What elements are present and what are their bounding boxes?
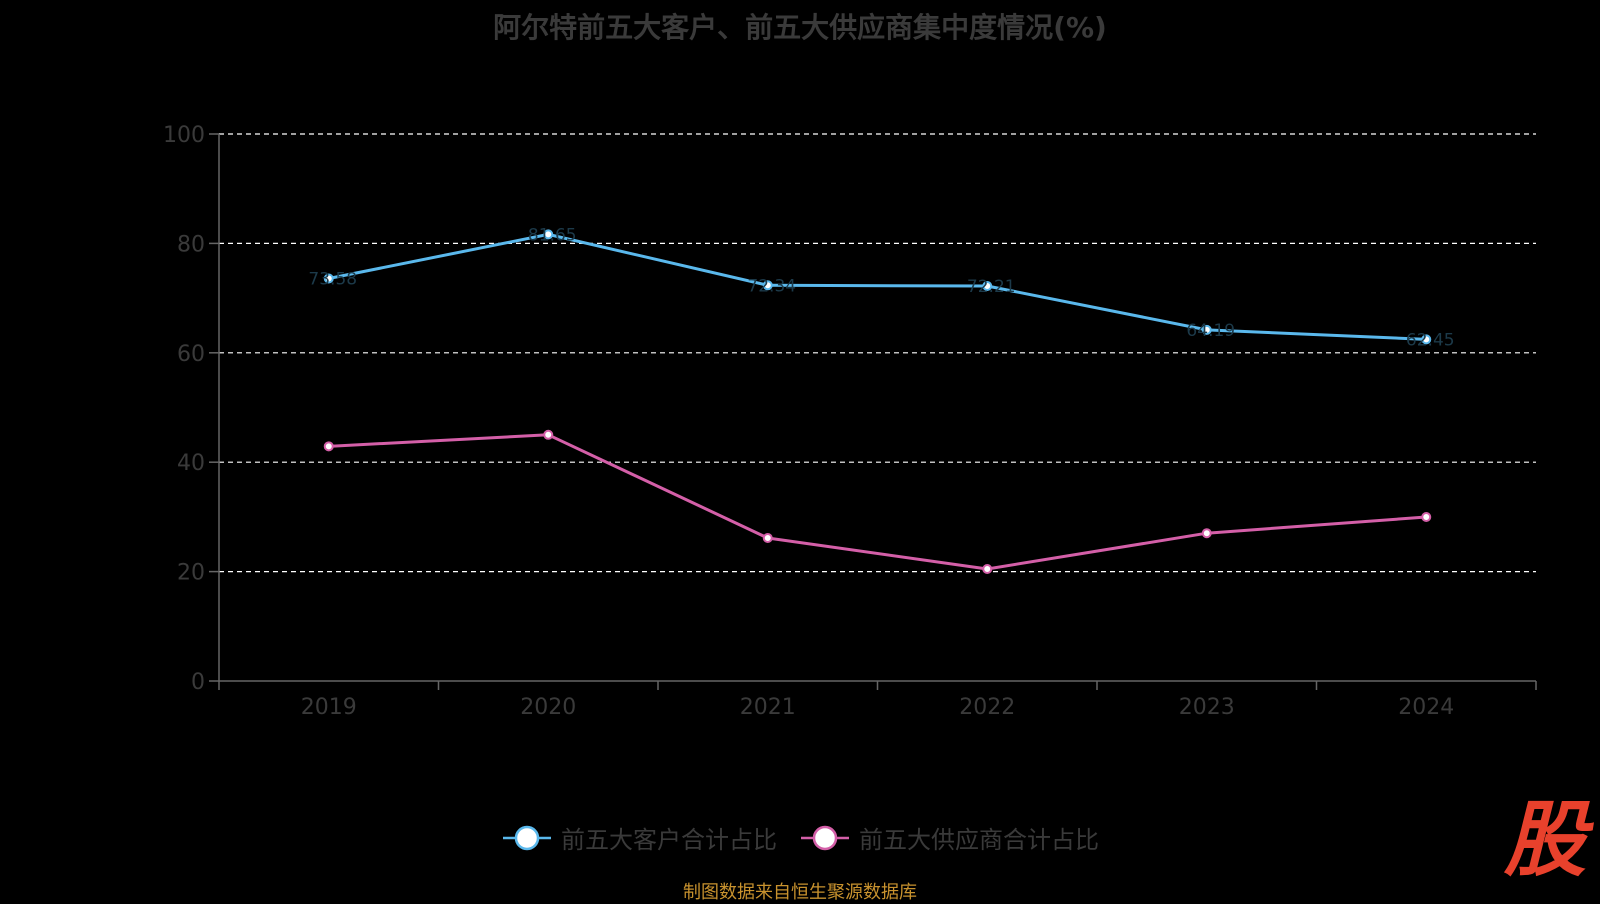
- data-point-suppliers[interactable]: [543, 429, 554, 440]
- legend-item-suppliers[interactable]: 前五大供应商合计占比: [799, 820, 1099, 855]
- brand-logo: 股: [1504, 793, 1586, 888]
- y-tick-label: 40: [177, 451, 205, 476]
- x-tick-label: 2019: [301, 695, 357, 720]
- x-tick-label: 2021: [740, 695, 796, 720]
- x-tick-label: 2024: [1398, 695, 1454, 720]
- x-tick-label: 2023: [1179, 695, 1235, 720]
- data-point-customers[interactable]: [1421, 334, 1432, 345]
- series-line-suppliers: [328, 433, 1427, 571]
- chart-title: 阿尔特前五大客户、前五大供应商集中度情况(%): [493, 11, 1107, 44]
- data-label-customers: 72.21: [967, 277, 1016, 297]
- x-tick-label: 2022: [959, 695, 1015, 720]
- data-label-customers: 62.45: [1406, 330, 1455, 350]
- y-tick-label: 60: [177, 342, 205, 367]
- data-point-customers[interactable]: [1201, 324, 1212, 335]
- data-point-suppliers[interactable]: [323, 441, 334, 452]
- legend: 前五大客户合计占比 前五大供应商合计占比: [0, 820, 1600, 855]
- series-line-customers: [328, 232, 1427, 341]
- legend-label-customers: 前五大客户合计占比: [561, 826, 777, 854]
- y-tick-label: 80: [177, 232, 205, 257]
- data-label-customers: 72.34: [747, 276, 796, 296]
- data-point-suppliers[interactable]: [762, 533, 773, 544]
- data-point-customers[interactable]: [543, 229, 554, 240]
- x-tick-label: 2020: [520, 695, 576, 720]
- data-point-suppliers[interactable]: [1421, 512, 1432, 523]
- data-point-suppliers[interactable]: [982, 563, 993, 574]
- y-tick-label: 0: [191, 670, 205, 695]
- data-label-customers: 81.65: [528, 225, 577, 245]
- y-tick-label: 20: [177, 561, 205, 586]
- data-label-customers: 64.19: [1186, 321, 1235, 341]
- source-note: 制图数据来自恒生聚源数据库: [683, 882, 917, 903]
- legend-marker-customers: [503, 825, 551, 850]
- data-point-customers[interactable]: [982, 281, 993, 292]
- legend-label-suppliers: 前五大供应商合计占比: [859, 826, 1099, 854]
- y-tick-label: 100: [163, 123, 205, 148]
- data-point-customers[interactable]: [762, 280, 773, 291]
- data-point-customers[interactable]: [323, 273, 334, 284]
- data-label-customers: 73.58: [308, 270, 357, 290]
- legend-marker-suppliers: [801, 825, 849, 850]
- data-point-suppliers[interactable]: [1201, 528, 1212, 539]
- legend-item-customers[interactable]: 前五大客户合计占比: [501, 820, 777, 855]
